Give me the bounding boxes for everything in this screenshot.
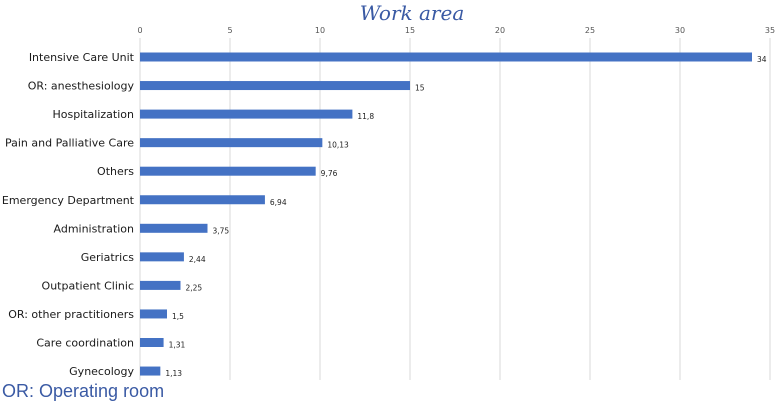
data-label: 10,13 <box>327 141 349 150</box>
data-label: 11,8 <box>357 112 374 121</box>
bar <box>140 338 164 347</box>
data-label: 34 <box>757 55 767 64</box>
data-label: 1,13 <box>165 369 182 378</box>
bar <box>140 309 167 319</box>
bar <box>140 52 752 62</box>
category-label: Gynecology <box>69 365 134 378</box>
data-label: 3,75 <box>213 226 230 235</box>
bars: Intensive Care Unit 34 OR: anesthesiology 1… <box>2 51 767 378</box>
data-label: 15 <box>415 84 425 93</box>
bar <box>140 109 353 119</box>
data-label: 2,25 <box>186 283 203 292</box>
x-tick-label: 30 <box>675 26 685 35</box>
bar <box>140 81 410 91</box>
x-tick-label: 15 <box>405 26 415 35</box>
bar <box>140 223 208 233</box>
data-label: 9,76 <box>321 169 338 178</box>
bar <box>140 166 316 176</box>
bar <box>140 252 184 262</box>
category-label: Outpatient Clinic <box>42 279 134 292</box>
x-tick-label: 25 <box>585 26 595 35</box>
data-label: 6,94 <box>270 198 287 207</box>
category-label: Geriatrics <box>81 251 135 264</box>
category-label: Care coordination <box>36 337 134 350</box>
category-label: Others <box>97 165 134 178</box>
category-label: Intensive Care Unit <box>29 51 135 64</box>
x-tick-label: 10 <box>315 26 325 35</box>
category-label: OR: anesthesiology <box>28 80 135 93</box>
category-label: Administration <box>54 222 135 235</box>
bar <box>140 138 323 148</box>
category-label: OR: other practitioners <box>8 308 134 321</box>
x-tick-label: 0 <box>137 26 142 35</box>
data-label: 1,5 <box>172 312 184 321</box>
chart-title: Work area <box>360 1 465 25</box>
x-tick-label: 20 <box>495 26 505 35</box>
x-axis-ticks: 0 5 10 15 20 25 30 35 <box>137 26 775 35</box>
bar <box>140 280 181 290</box>
bar <box>140 195 265 205</box>
footnote-abbr: OR: <box>2 381 35 401</box>
category-label: Hospitalization <box>52 108 134 121</box>
x-tick-label: 35 <box>765 26 775 35</box>
data-label: 1,31 <box>169 341 186 350</box>
footnote-text: Operating room <box>34 381 165 401</box>
bar <box>140 366 161 376</box>
x-tick-label: 5 <box>227 26 232 35</box>
work-area-chart: Work area 0 5 10 15 20 25 30 35 Intensive Care … <box>2 1 775 380</box>
category-label: Emergency Department <box>2 194 135 207</box>
footnote: OR: Operating room <box>2 381 164 402</box>
data-label: 2,44 <box>189 255 206 264</box>
category-label: Pain and Palliative Care <box>5 137 134 150</box>
grid-lines <box>139 38 771 380</box>
